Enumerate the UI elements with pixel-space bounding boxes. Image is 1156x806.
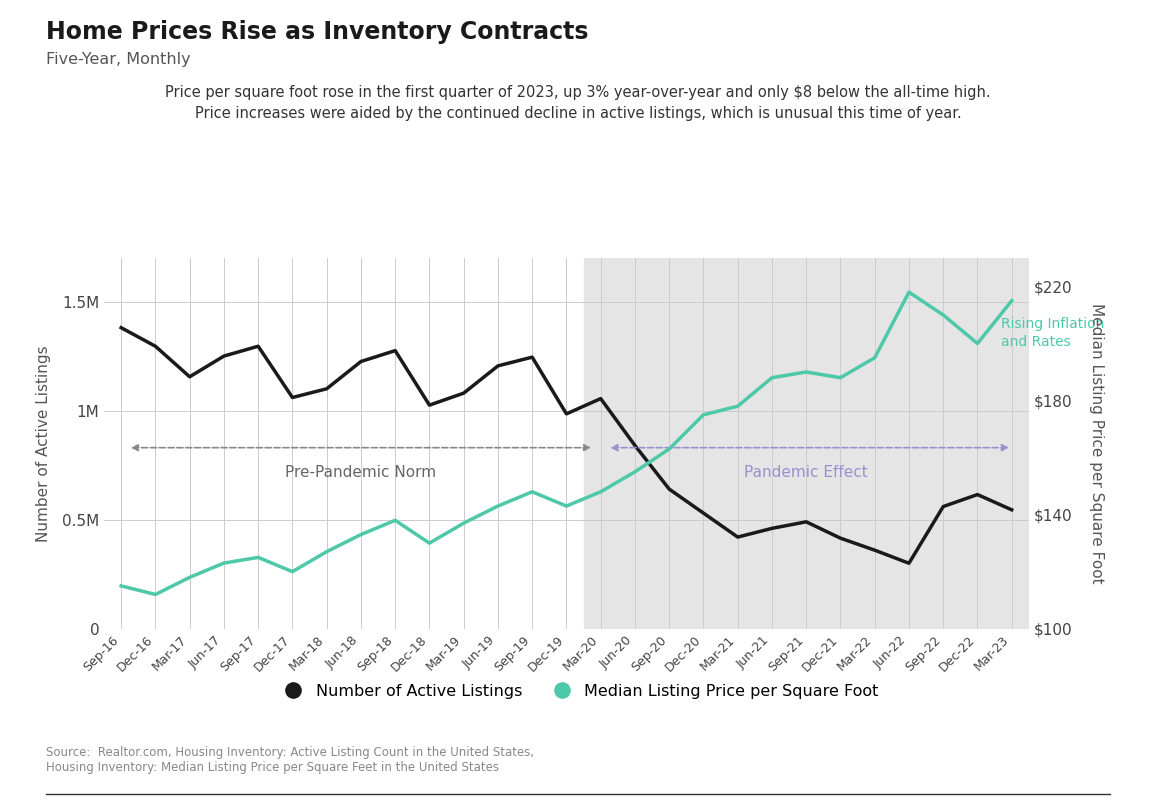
Legend: Number of Active Listings, Median Listing Price per Square Foot: Number of Active Listings, Median Listin… xyxy=(271,678,885,705)
Text: Five-Year, Monthly: Five-Year, Monthly xyxy=(46,52,191,68)
Text: Rising Inflation
and Rates: Rising Inflation and Rates xyxy=(1001,317,1105,349)
Text: Price increases were aided by the continued decline in active listings, which is: Price increases were aided by the contin… xyxy=(194,106,962,122)
Text: Pre-Pandemic Norm: Pre-Pandemic Norm xyxy=(286,465,437,480)
Bar xyxy=(584,258,1029,629)
Text: Source:  Realtor.com, Housing Inventory: Active Listing Count in the United Stat: Source: Realtor.com, Housing Inventory: … xyxy=(46,746,534,774)
Text: Price per square foot rose in the first quarter of 2023, up 3% year-over-year an: Price per square foot rose in the first … xyxy=(165,85,991,100)
Y-axis label: Number of Active Listings: Number of Active Listings xyxy=(36,345,51,542)
Text: Pandemic Effect: Pandemic Effect xyxy=(744,465,868,480)
Text: Home Prices Rise as Inventory Contracts: Home Prices Rise as Inventory Contracts xyxy=(46,20,588,44)
Y-axis label: Median Listing Price per Square Foot: Median Listing Price per Square Foot xyxy=(1089,303,1104,584)
